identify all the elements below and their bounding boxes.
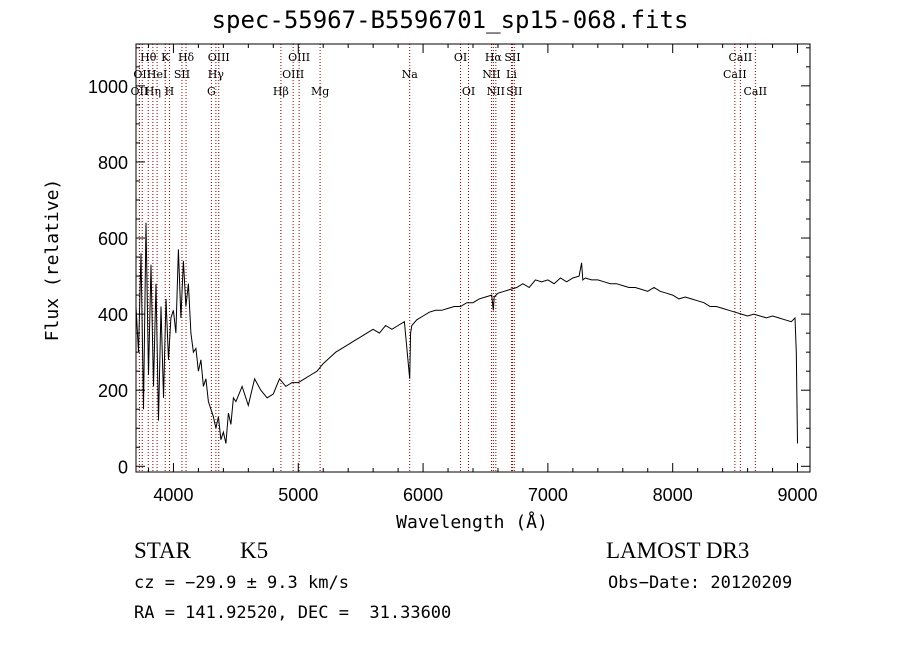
line-marker-label: G: [207, 85, 216, 98]
line-marker-label: OI: [454, 51, 467, 64]
line-marker-label: Hθ: [140, 51, 157, 64]
line-marker-label: OIII: [288, 51, 310, 64]
x-axis-label: Wavelength (Å): [396, 511, 548, 533]
line-marker-label: Hη: [145, 85, 161, 98]
x-axis-ticks: 4000 5000 6000 7000 8000 9000: [147, 44, 818, 505]
line-marker-label: Hα: [485, 51, 503, 64]
line-marker-label: Hγ: [208, 68, 225, 81]
line-marker-label: SII: [506, 85, 522, 98]
object-subclass: K5: [240, 538, 269, 563]
y-tick-label: 600: [98, 229, 128, 249]
x-tick-label: 9000: [777, 485, 817, 505]
object-class: STAR: [134, 538, 191, 563]
line-markers: [138, 44, 756, 472]
y-tick-label: 400: [98, 305, 128, 325]
line-marker-label: OIII: [208, 51, 230, 64]
line-marker-label: Li: [506, 68, 517, 81]
line-marker-label: HeI: [147, 68, 167, 81]
line-marker-label: OIII: [282, 68, 304, 81]
observation-date: Obs−Date: 20120209: [608, 573, 793, 593]
line-marker-label: OI: [462, 85, 475, 98]
x-tick-label: 7000: [528, 485, 568, 505]
spectrum-line-0: [135, 222, 798, 444]
plot-frame: [135, 43, 811, 473]
y-tick-label: 800: [98, 153, 128, 173]
line-marker-label: CaII: [723, 68, 747, 81]
y-tick-label: 1000: [88, 77, 128, 97]
y-tick-label: 200: [98, 381, 128, 401]
line-marker-label: OII: [133, 68, 151, 81]
line-marker-labels: OII OII Hθ Hη HeI K H SII Hδ G Hγ OIII Hβ OIII OIII Mg N…: [131, 51, 768, 98]
line-marker-label: OII: [131, 85, 149, 98]
y-axis-ticks: 0 200 400 600 800 1000: [88, 47, 810, 477]
x-tick-label: 6000: [403, 485, 443, 505]
survey-name: LAMOST DR3: [606, 538, 750, 563]
line-marker-label: CaII: [743, 85, 767, 98]
line-marker-label: NII: [487, 85, 505, 98]
x-tick-label: 5000: [278, 485, 318, 505]
ra-dec-coordinates: RA = 141.92520, DEC = 31.33600: [134, 603, 452, 623]
line-marker-label: NII: [482, 68, 500, 81]
x-tick-label: 8000: [653, 485, 693, 505]
chart-title: spec-55967-B5596701_sp15-068.fits: [211, 6, 689, 34]
line-marker-label: K: [161, 51, 170, 64]
x-tick-label: 4000: [153, 485, 193, 505]
line-marker-label: Hδ: [178, 51, 195, 64]
line-marker-label: Na: [402, 68, 419, 81]
spectrum-series: [135, 222, 798, 444]
line-marker-label: SII: [174, 68, 190, 81]
redshift-cz: cz = −29.9 ± 9.3 km/s: [134, 573, 349, 593]
line-marker-label: Hβ: [273, 85, 289, 98]
line-marker-label: Mg: [311, 85, 329, 98]
line-marker-label: CaII: [729, 51, 753, 64]
y-tick-label: 0: [118, 457, 128, 477]
y-axis-label: Flux (relative): [42, 179, 63, 342]
line-marker-label: H: [165, 85, 175, 98]
line-marker-label: SII: [504, 51, 520, 64]
